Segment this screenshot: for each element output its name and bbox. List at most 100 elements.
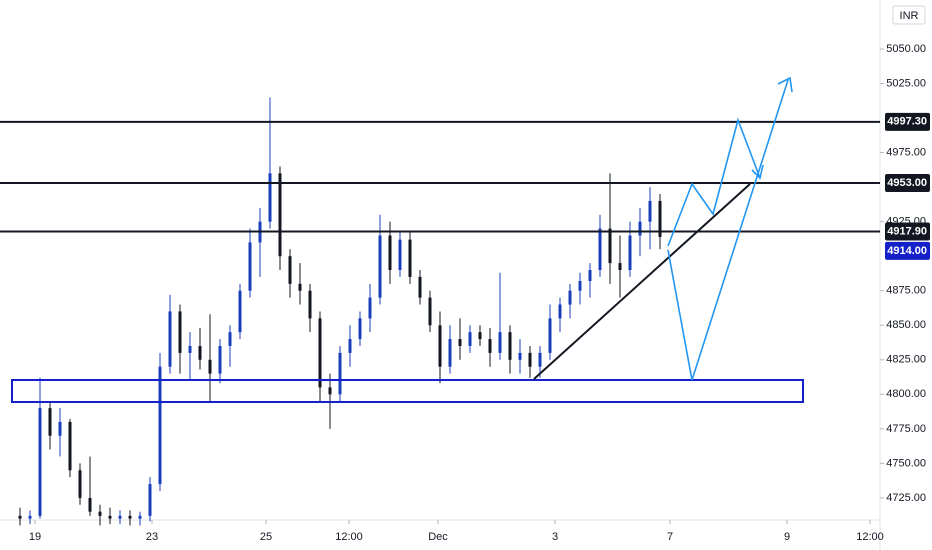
candle-body <box>598 228 602 271</box>
y-tick-label: 4750.00 <box>886 457 926 469</box>
currency-box <box>892 5 926 25</box>
y-tick-label: 4800.00 <box>886 388 926 400</box>
last-price-box <box>885 241 930 260</box>
candle-body <box>38 408 42 516</box>
candle-body <box>118 515 122 519</box>
candle-body <box>108 515 112 519</box>
plot-area <box>0 97 880 526</box>
arrow-head <box>777 76 793 93</box>
candle-body <box>408 239 412 277</box>
last-price-label: 4914.00 <box>887 245 927 257</box>
candle-body <box>298 283 302 291</box>
axes: 4725.00 4750.00 4775.00 4800.00 4825.00 4850.… <box>29 43 930 543</box>
candle-body <box>628 235 632 271</box>
level-label: 4917.90 <box>887 225 927 237</box>
x-tick-label: 3 <box>552 531 558 543</box>
x-tick-label: Dec <box>428 531 448 543</box>
candle-body <box>248 242 252 291</box>
candle-body <box>138 515 142 519</box>
candle-body <box>278 173 282 257</box>
candle-body <box>218 345 222 374</box>
candle-body <box>508 332 512 360</box>
candle-body <box>168 311 172 367</box>
candle-body <box>468 332 472 346</box>
y-tick-label: 4825.00 <box>886 354 926 366</box>
candle-body <box>388 235 392 271</box>
candle-body <box>438 325 442 367</box>
level-label: 4997.30 <box>887 116 927 128</box>
candle-body <box>578 281 582 291</box>
candle-body <box>488 339 492 353</box>
candle-body <box>518 352 522 360</box>
candle-body <box>288 256 292 284</box>
candle-body <box>318 318 322 388</box>
candle-body <box>638 221 642 236</box>
candle-body <box>308 290 312 319</box>
projection-path <box>667 117 761 247</box>
candle-body <box>398 239 402 271</box>
x-tick-label: 19 <box>29 531 41 543</box>
candle-body <box>478 332 482 340</box>
y-tick-label: 4975.00 <box>886 147 926 159</box>
candle-body <box>178 311 182 353</box>
candle-body <box>378 235 382 298</box>
level-label-box <box>885 222 930 241</box>
candle-body <box>198 345 202 360</box>
candle-body <box>448 339 452 367</box>
candle-body <box>538 352 542 367</box>
candle-body <box>48 408 52 436</box>
candle-body <box>658 200 662 237</box>
candle-body <box>78 470 82 498</box>
candle-body <box>238 290 242 333</box>
candle-body <box>648 200 652 222</box>
y-tick-label: 5050.00 <box>886 43 926 55</box>
x-tick-label: 25 <box>260 531 272 543</box>
arrow-head <box>751 164 764 180</box>
candle-body <box>268 173 272 222</box>
candle-body <box>68 421 72 471</box>
support-zone <box>11 379 804 403</box>
candle-body <box>88 497 92 512</box>
x-tick-label: 9 <box>784 531 790 543</box>
candle-body <box>568 290 572 305</box>
candle-body <box>338 352 342 395</box>
y-tick-label: 4725.00 <box>886 492 926 504</box>
level-label: 4953.00 <box>887 177 927 189</box>
candle-body <box>428 297 432 326</box>
y-tick-label: 4850.00 <box>886 319 926 331</box>
trendline <box>533 183 751 380</box>
candle-body <box>228 332 232 346</box>
y-tick-label: 4875.00 <box>886 285 926 297</box>
candle-body <box>588 270 592 282</box>
candle-body <box>148 484 152 516</box>
projection-path <box>667 79 789 381</box>
candle-body <box>98 511 102 516</box>
candle-body <box>58 421 62 436</box>
level-label-box <box>885 174 930 193</box>
candle-body <box>528 352 532 367</box>
x-tick-label: 23 <box>146 531 158 543</box>
y-tick-label: 4775.00 <box>886 423 926 435</box>
candle-body <box>348 339 352 353</box>
candle-body <box>158 366 162 485</box>
candle-body <box>328 387 332 395</box>
x-tick-label: 12:00 <box>335 531 363 543</box>
candle-body <box>458 339 462 346</box>
x-tick-label: 7 <box>667 531 673 543</box>
candle-body <box>498 332 502 353</box>
level-label-box <box>885 112 930 131</box>
currency-label: INR <box>900 10 919 22</box>
y-tick-label: 5025.00 <box>886 77 926 89</box>
candle-body <box>28 515 32 519</box>
candle-body <box>128 515 132 519</box>
candle-body <box>418 276 422 298</box>
candle-body <box>608 228 612 264</box>
candle-body <box>358 318 362 340</box>
candle-body <box>368 297 372 319</box>
candle-body <box>188 345 192 353</box>
candle-body <box>18 515 22 519</box>
candle-body <box>208 359 212 374</box>
x-tick-label: 12:00 <box>856 531 884 543</box>
